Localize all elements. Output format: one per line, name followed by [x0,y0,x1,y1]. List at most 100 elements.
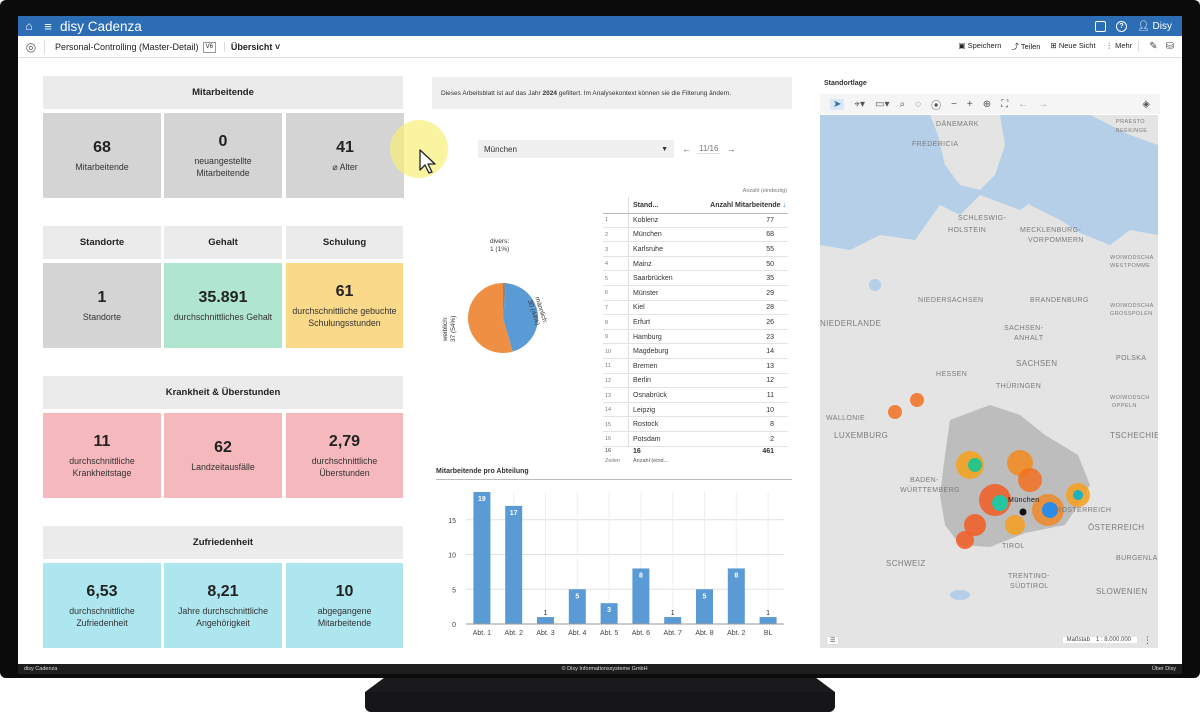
fullscreen-icon[interactable]: ⛶ [1001,98,1009,110]
map-legend-toggle-icon[interactable]: ☰ [826,635,840,645]
kpi-tile-gehalt[interactable]: 35.891 durchschnittliches Gehalt [164,263,282,348]
map-select-tool-icon[interactable]: ➤ [830,98,845,110]
bar[interactable] [664,617,682,624]
bar[interactable] [473,492,491,624]
zoom-region-icon[interactable]: ⊕ [982,98,992,110]
kpi-tile-abgegangene[interactable]: 10 abgegangene Mitarbeitende [286,563,403,648]
bar[interactable] [537,617,554,624]
pie-slice-maennlich[interactable] [503,283,538,352]
table-row[interactable]: 12 Berlin 12 [603,374,788,389]
row-location: Karlsruhe [633,246,663,254]
app-screen: ⌂ ≡ disy Cadenza ? 👤︎ Disy ◎ Personal-Co… [18,16,1182,674]
edit-panel-icon[interactable]: ✎ [1149,41,1158,52]
row-location: Rostock [633,421,659,429]
map-forward-icon[interactable]: → [1038,98,1049,110]
table-row[interactable]: 11 Bremen 13 [603,360,788,374]
view-selector[interactable]: Übersicht ˅ [223,41,280,52]
kpi-tile-standorte[interactable]: 1 Standorte [43,263,161,348]
map-more-icon[interactable]: ⋮ [1143,634,1152,645]
new-view-button[interactable]: ⊞ Neue Sicht [1050,41,1095,52]
row-number: 14 [603,403,629,417]
map-lake [869,279,881,291]
zoom-out-icon[interactable]: − [951,98,957,110]
location-map[interactable]: DÄNEMARK FREDERICIA PRAESTO BEEKINGE SCH… [820,115,1158,648]
share-button[interactable]: ⤴ Teilen [1011,41,1040,52]
map-lasso-icon[interactable]: ◌ [915,98,922,110]
bar[interactable] [600,603,618,624]
table-row[interactable]: 2 München 68 [603,228,788,243]
table-row[interactable]: 4 Mainz 50 [603,257,788,272]
worksheet-version-badge: V6 [202,41,216,53]
row-count: 11 [766,392,774,400]
map-search-icon[interactable]: ⌕ [899,98,906,110]
column-header-count[interactable]: Anzahl Mitarbeitende ↓ [691,202,788,209]
y-tick-label: 5 [452,587,456,594]
pie-slice-divers[interactable] [503,283,507,318]
kpi-label: durchschnittliche Zufriedenheit [69,605,135,628]
table-row[interactable]: 1 Koblenz 77 [603,214,788,228]
table-row[interactable]: 3 Karlsruhe 55 [603,243,788,257]
help-icon[interactable]: ? [1116,20,1128,32]
kpi-tile-angehoerigkeit[interactable]: 8,21 Jahre durchschnittliche Angehörigke… [164,563,282,648]
table-row[interactable]: 6 Münster 29 [603,287,788,301]
table-row[interactable]: 14 Leipzig 10 [603,403,788,418]
side-panel-icons: ✎ ⛁ [1138,41,1182,52]
more-button[interactable]: ⋮ Mehr [1106,41,1133,52]
table-row[interactable]: 10 Magdeburg 14 [603,345,788,360]
database-icon[interactable]: ⛁ [1165,41,1174,52]
save-button[interactable]: ▣ Speichern [958,41,1001,52]
row-count: 8 [770,421,774,429]
hamburger-menu-icon[interactable]: ≡ [44,18,52,34]
bar[interactable] [632,568,650,624]
bar[interactable] [759,617,777,624]
kpi-tile-schulung[interactable]: 61 durchschnittliche gebuchte Schulungss… [286,263,403,348]
munich-marker[interactable] [1019,508,1027,516]
kpi-tile-zufriedenheit[interactable]: 6,53 durchschnittliche Zufriedenheit [43,563,161,648]
new-view-label: Neue Sicht [1058,41,1096,50]
kpi-label: durchschnittliches Gehalt [173,311,273,322]
bar[interactable] [727,568,745,624]
kpi-tile-langzeitausfaelle[interactable]: 62 Landzeitausfälle [164,413,282,498]
map-label: SCHLESWIG- [958,215,1007,222]
map-label: WOIWODSCHA [1110,303,1154,309]
table-row[interactable]: 7 Kiel 28 [603,301,788,316]
map-label: HESSEN [936,371,968,378]
worksheet-title[interactable]: Personal-Controlling (Master-Detail) V6 [44,39,216,54]
map-crosshair-tool-icon[interactable]: ⌖▾ [854,98,866,110]
map-back-icon[interactable]: ← [1018,98,1029,110]
kpi-value: 61 [335,282,354,300]
workspace-icon[interactable] [1095,20,1107,32]
user-menu[interactable]: 👤︎ Disy [1137,21,1172,32]
map-pin-icon[interactable]: ⦿ [931,100,942,112]
row-count: 35 [766,275,774,283]
pie-slice-weiblich[interactable] [468,283,513,353]
sort-desc-icon: ↓ [782,201,787,209]
kpi-tile-krankheitstage[interactable]: 11 durchschnittliche Krankheitstage [43,413,161,498]
home-icon[interactable]: ⌂ [25,19,33,33]
zoom-in-icon[interactable]: + [966,98,973,110]
target-icon[interactable]: ◎ [25,39,37,54]
table-row[interactable]: 13 Osnabrück 11 [603,389,788,403]
layers-icon[interactable]: ◈ [1142,98,1150,110]
bar[interactable] [568,589,586,624]
table-row[interactable]: 16 Potsdam 2 [603,433,788,447]
previous-arrow-icon[interactable]: ← [682,144,691,154]
table-row[interactable]: 9 Hamburg 23 [603,330,788,345]
bar[interactable] [696,589,713,624]
footer-about-link[interactable]: Über Disy [1151,666,1176,672]
bar[interactable] [505,505,523,624]
kpi-tile-ueberstunden[interactable]: 2,79 durchschnittliche Überstunden [286,413,403,498]
table-footer-labels: Zeilen Anzahl (eind... [603,458,788,464]
kpi-tile-alter[interactable]: 41 ⌀ Alter [286,113,404,198]
column-header-location[interactable]: Stand... [633,201,659,209]
table-row[interactable]: 15 Rostock 8 [603,418,788,433]
footer-row-count: 16 [605,448,612,454]
table-row[interactable]: 5 Saarbrücken 35 [603,272,788,287]
kpi-tile-neuangestellte[interactable]: 0 neuangestellte Mitarbeitende [164,113,282,198]
kpi-value: 62 [214,438,232,456]
table-row[interactable]: 8 Erfurt 26 [603,316,788,330]
location-select[interactable]: München ▼ [478,140,674,158]
map-measure-tool-icon[interactable]: ▭▾ [875,98,890,110]
next-arrow-icon[interactable]: → [726,144,736,154]
kpi-tile-mitarbeitende[interactable]: 68 Mitarbeitende [43,113,161,198]
